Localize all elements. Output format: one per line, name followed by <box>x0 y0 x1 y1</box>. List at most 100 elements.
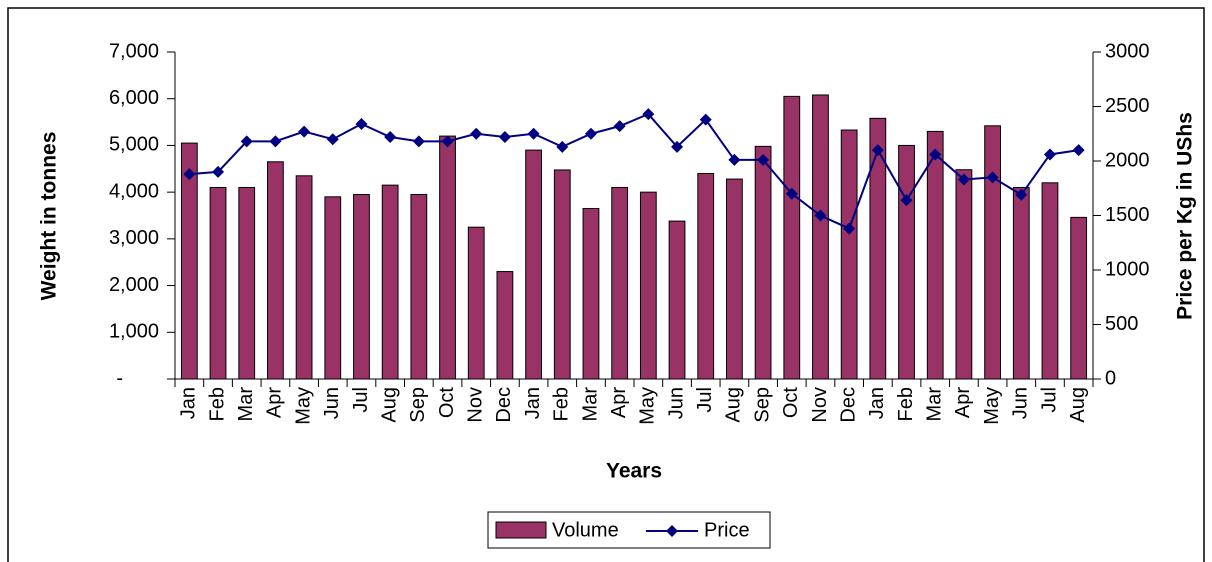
bar <box>238 186 256 380</box>
bar <box>611 186 629 380</box>
bar <box>1070 216 1088 380</box>
chart-frame <box>7 7 1205 562</box>
bar <box>697 172 715 380</box>
bar <box>1012 186 1030 380</box>
bar <box>209 186 227 380</box>
price-marker <box>355 117 368 130</box>
x-tick-label: Nov <box>465 387 487 423</box>
y-tick-label: 6,000 <box>109 87 159 109</box>
bar <box>295 175 313 380</box>
x-tick-label: Apr <box>608 387 630 418</box>
bar <box>812 94 829 380</box>
price-marker <box>843 222 856 235</box>
y2-axis-title: Price per Kg in UShs <box>1174 112 1197 320</box>
y2-tick-label: 3000 <box>1105 40 1150 62</box>
price-marker <box>212 165 225 178</box>
price-marker <box>871 144 884 157</box>
bar <box>496 271 514 380</box>
y-tick-label: 4,000 <box>109 180 159 202</box>
price-marker <box>556 140 569 153</box>
x-tick-label: Oct <box>436 387 458 419</box>
bar <box>898 144 915 380</box>
bar <box>783 95 801 380</box>
price-marker <box>1015 188 1028 201</box>
price-marker <box>728 153 741 166</box>
x-tick-label: Jun <box>321 387 343 419</box>
x-tick-label: Sep <box>751 387 773 423</box>
x-tick-label: Sep <box>407 387 429 423</box>
x-tick-label: Jan <box>522 387 544 419</box>
x-tick-label: Feb <box>895 387 917 421</box>
bar <box>955 169 973 380</box>
x-tick-label: Jan <box>866 387 888 419</box>
x-tick-label: Oct <box>780 387 802 419</box>
x-tick-label: Dec <box>837 387 859 423</box>
x-tick-label: Jun <box>1010 387 1032 419</box>
price-marker <box>900 194 913 207</box>
bar <box>1041 182 1059 380</box>
price-marker <box>441 135 454 148</box>
y-axis-title: Weight in tonnes <box>38 132 61 301</box>
price-marker <box>957 173 970 186</box>
price-marker <box>384 131 397 144</box>
price-marker <box>671 140 684 153</box>
price-line <box>189 112 1079 230</box>
bar <box>353 193 370 380</box>
y2-tick-label: 1500 <box>1105 204 1150 226</box>
x-tick-label: Dec <box>493 387 515 423</box>
price-marker <box>613 120 626 133</box>
price-marker <box>470 127 483 140</box>
price-marker <box>929 148 942 161</box>
price-marker <box>642 108 655 121</box>
bar <box>439 135 456 380</box>
bar <box>467 226 485 380</box>
bar <box>381 184 399 380</box>
y-tick-label: - <box>116 367 123 389</box>
x-tick-label: Aug <box>378 387 400 423</box>
price-marker <box>1072 144 1085 157</box>
price-marker <box>699 113 712 126</box>
price-marker <box>269 135 282 148</box>
x-tick-label: Apr <box>952 387 974 418</box>
price-marker <box>240 135 253 148</box>
price-marker <box>785 187 798 200</box>
y2-tick-label: 2500 <box>1105 95 1150 117</box>
price-marker <box>757 153 770 166</box>
bar <box>639 191 657 380</box>
x-axis-title: Years <box>606 460 662 483</box>
bar <box>869 117 887 380</box>
y2-tick-label: 500 <box>1105 313 1138 335</box>
x-tick-label: Mar <box>235 387 257 422</box>
price-marker <box>814 209 827 222</box>
x-tick-label: Feb <box>551 387 573 421</box>
y2-tick-label: 1000 <box>1105 258 1150 280</box>
y-tick-label: 1,000 <box>109 321 159 343</box>
x-tick-label: Jul <box>350 387 372 413</box>
price-marker <box>298 125 311 138</box>
x-tick-label: Jun <box>665 387 687 419</box>
price-marker <box>183 168 196 181</box>
y2-tick-label: 2000 <box>1105 149 1150 171</box>
x-tick-label: Aug <box>723 387 745 423</box>
bar <box>324 196 342 380</box>
bar <box>840 129 858 380</box>
price-marker <box>412 135 425 148</box>
x-tick-label: May <box>292 387 314 425</box>
x-tick-label: Jul <box>1038 387 1060 413</box>
legend-label: Price <box>704 519 750 541</box>
x-tick-label: Mar <box>579 387 601 422</box>
bar <box>553 169 571 380</box>
bar <box>926 130 944 380</box>
bar <box>754 145 772 380</box>
legend-marker <box>666 525 678 537</box>
x-tick-label: May <box>637 387 659 425</box>
legend-label: Volume <box>552 519 619 541</box>
y-tick-label: 5,000 <box>109 134 159 156</box>
price-marker <box>584 127 597 140</box>
price-marker <box>1043 148 1056 161</box>
y-tick-label: 3,000 <box>109 227 159 249</box>
price-marker <box>986 171 999 184</box>
price-marker <box>498 131 511 144</box>
price-marker <box>326 133 339 146</box>
